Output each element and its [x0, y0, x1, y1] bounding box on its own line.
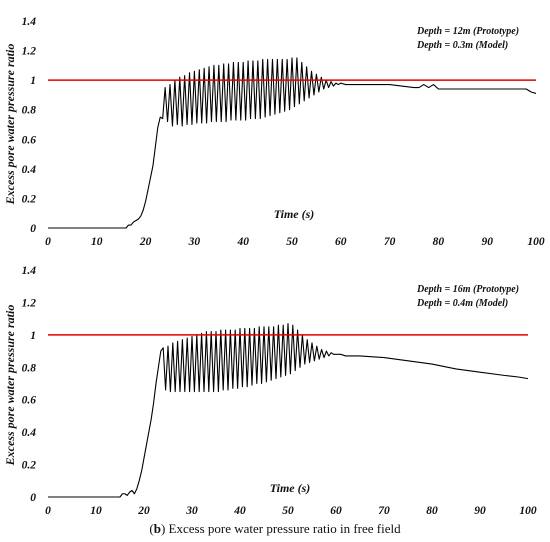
x-tick-label: 90 [474, 505, 486, 517]
y-tick-label: 1 [30, 330, 36, 342]
y-axis-title: Excess pore water pressure ratio [3, 305, 17, 467]
chart-panel-2: 0 0.2 0.4 0.6 0.8 1 1.2 1.4 0 10 20 30 40 50 60 70 80 90 1… [3, 265, 537, 517]
y-tick-label: 0.2 [22, 460, 37, 472]
x-tick-label: 30 [185, 505, 198, 517]
x-axis-title: Time (s) [274, 207, 315, 221]
x-axis-title: Time (s) [270, 481, 311, 495]
x-tick-label: 20 [137, 505, 150, 517]
x-tick-label: 60 [330, 505, 342, 517]
x-tick-label: 30 [188, 236, 201, 248]
x-tick-label: 40 [233, 505, 246, 517]
x-tick-label: 90 [481, 236, 493, 248]
depth-annotation: Depth = 0.3m (Model) [416, 40, 508, 51]
series-line-1 [48, 322, 529, 498]
caption-close-paren: ) [160, 521, 166, 536]
y-tick-label: 0.2 [22, 193, 37, 205]
y-tick-label: 0.4 [22, 164, 37, 176]
y-tick-label: 0.4 [22, 427, 37, 439]
x-tick-label: 70 [384, 236, 396, 248]
x-tick-label: 100 [527, 236, 545, 248]
series-line-1 [48, 57, 537, 229]
x-tick-label: 40 [236, 236, 249, 248]
x-tick-label: 50 [286, 236, 298, 248]
y-tick-label: 1.2 [22, 46, 37, 58]
y-tick-label: 0.6 [22, 395, 37, 407]
chart-panel-1: 0 0.2 0.4 0.6 0.8 1 1.2 1.4 0 10 20 30 40 50 60 70 80 90 1… [3, 16, 545, 248]
x-tick-label: 10 [90, 505, 102, 517]
depth-annotation: Depth = 12m (Prototype) [416, 26, 519, 37]
x-tick-label: 0 [45, 236, 51, 248]
x-tick-label: 70 [378, 505, 390, 517]
x-tick-label: 80 [433, 236, 445, 248]
x-tick-label: 10 [91, 236, 103, 248]
y-tick-label: 0.6 [22, 134, 37, 146]
figure: 00.20.40.60.811.21.40 10 20 30 40 50 60 70 80 90 1… [3, 16, 545, 517]
y-tick-label: 0 [30, 223, 36, 235]
depth-annotation: Depth = 0.4m (Model) [416, 298, 508, 309]
y-axis-title: Excess pore water pressure ratio [3, 44, 17, 206]
x-tick-label: 100 [519, 505, 537, 517]
y-tick-label: 1.2 [22, 297, 37, 309]
caption-panel-label: b [153, 521, 161, 536]
x-tick-label: 50 [282, 505, 294, 517]
y-tick-label: 0 [30, 492, 36, 504]
caption-text: Excess pore water pressure ratio in free… [165, 521, 401, 536]
caption-open-paren: ( [149, 521, 154, 536]
y-tick-label: 1.4 [22, 16, 37, 28]
figure-caption: (b) Excess pore water pressure ratio in … [0, 521, 550, 537]
y-tick-label: 1 [30, 75, 36, 87]
x-tick-label: 0 [45, 505, 51, 517]
x-tick-label: 20 [139, 236, 152, 248]
y-tick-label: 0.8 [22, 105, 37, 117]
y-tick-label: 0.8 [22, 362, 37, 374]
x-tick-label: 80 [426, 505, 438, 517]
depth-annotation: Depth = 16m (Prototype) [416, 284, 519, 295]
y-tick-label: 1.4 [22, 265, 37, 277]
x-tick-label: 60 [335, 236, 347, 248]
